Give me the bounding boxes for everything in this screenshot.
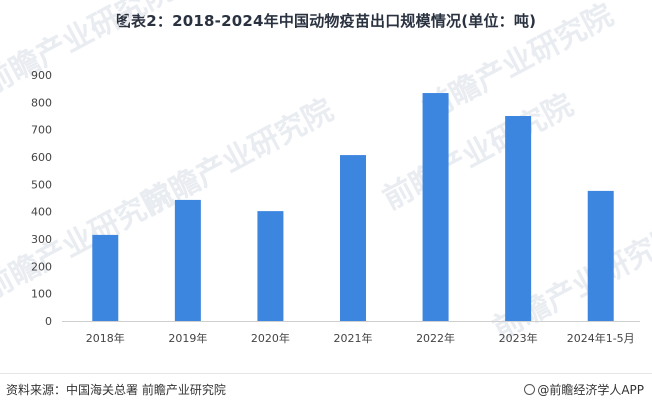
source-note: 资料来源：中国海关总署 前瞻产业研究院 <box>6 383 226 397</box>
y-tick-label: 300 <box>31 233 52 246</box>
x-axis: 2018年 2019年 2020年 2021年 2022年 2023年 2024年1-5月 <box>86 331 635 345</box>
x-tick-label: 2022年 <box>416 331 455 345</box>
x-tick-label: 2020年 <box>251 331 290 345</box>
bar <box>92 234 119 321</box>
y-axis: 0 100 200 300 400 500 600 700 800 900 <box>31 69 52 328</box>
bar-series <box>92 93 614 321</box>
y-tick-label: 800 <box>31 96 52 109</box>
footer-divider <box>0 373 652 374</box>
y-tick-label: 500 <box>31 178 52 191</box>
y-tick-label: 600 <box>31 151 52 164</box>
y-tick-label: 200 <box>31 260 52 273</box>
qianzhan-logo-icon <box>524 384 536 395</box>
x-tick-label: 2021年 <box>334 331 373 345</box>
x-tick-label: 2024年1-5月 <box>567 331 635 345</box>
bar <box>257 211 284 321</box>
bar <box>422 93 449 321</box>
watermark-text: 前瞻产业研究院 <box>0 0 179 102</box>
x-tick-label: 2019年 <box>168 331 207 345</box>
y-tick-label: 900 <box>31 69 52 82</box>
bar <box>174 199 201 321</box>
y-tick-label: 0 <box>45 315 52 328</box>
watermark-text: 前瞻产业研究院 <box>377 88 579 217</box>
y-tick-label: 100 <box>31 288 52 301</box>
y-tick-label: 400 <box>31 206 52 219</box>
brand-credit: @前瞻经济学人APP <box>524 381 644 398</box>
watermark-text: 前瞻产业研究院 <box>0 178 179 307</box>
bar <box>505 116 532 321</box>
bar <box>340 155 366 321</box>
brand-credit-text: @前瞻经济学人APP <box>537 383 644 397</box>
x-tick-label: 2018年 <box>86 331 125 345</box>
y-tick-label: 700 <box>31 124 52 137</box>
x-tick-label: 2023年 <box>499 331 538 345</box>
bar <box>587 190 614 321</box>
chart-title: 图表2：2018-2024年中国动物疫苗出口规模情况(单位：吨) <box>115 12 537 30</box>
